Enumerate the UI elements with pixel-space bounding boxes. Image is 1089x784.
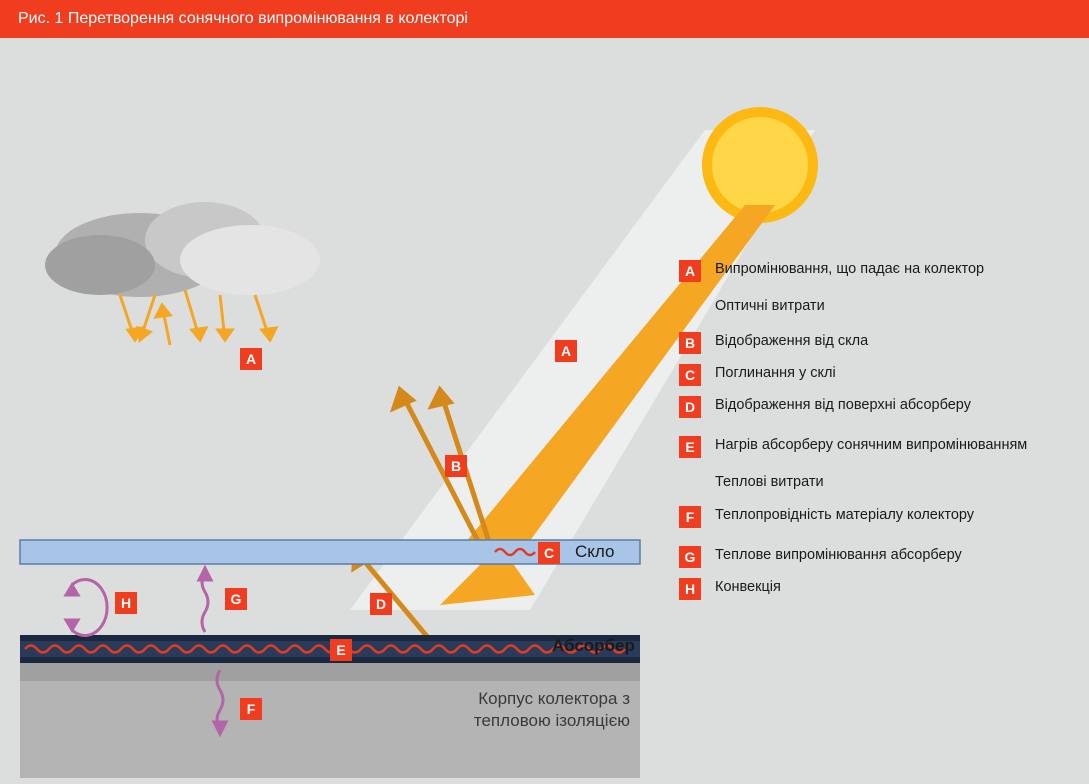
casing-label-2: тепловою ізоляцією xyxy=(430,710,630,732)
legend-marker-a: A xyxy=(679,260,701,282)
legend-text-g: Теплове випромінювання абсорберу xyxy=(715,546,962,566)
marker-d: D xyxy=(370,593,392,615)
cloud xyxy=(45,202,320,297)
legend-text-c: Поглинання у склі xyxy=(715,364,836,384)
legend-text-e: Нагрів абсорберу сонячним випромінювання… xyxy=(715,436,1027,456)
marker-c: C xyxy=(538,542,560,564)
legend-text-d: Відображення від поверхні абсорберу xyxy=(715,396,971,416)
legend-text-b: Відображення від скла xyxy=(715,332,868,352)
marker-a-sun: A xyxy=(555,340,577,362)
legend-text-a: Випромінювання, що падає на колектор xyxy=(715,260,984,280)
legend-marker-g: G xyxy=(679,546,701,568)
legend-text-f: Теплопровідність матеріалу колектору xyxy=(715,506,974,526)
absorber-label: Абсорбер xyxy=(552,636,635,656)
legend-text-h: Конвекція xyxy=(715,578,781,598)
marker-g: G xyxy=(225,588,247,610)
legend-subhead-optical: Оптичні витрати xyxy=(715,298,1059,314)
marker-e: E xyxy=(330,639,352,661)
casing-top xyxy=(20,663,640,681)
marker-b: B xyxy=(445,455,467,477)
legend-marker-d: D xyxy=(679,396,701,418)
legend-marker-e: E xyxy=(679,436,701,458)
legend-marker-c: C xyxy=(679,364,701,386)
convection-arrows xyxy=(66,580,107,636)
legend-marker-b: B xyxy=(679,332,701,354)
thermal-radiation-arrow xyxy=(199,568,211,632)
marker-a-cloud: A xyxy=(240,348,262,370)
casing-label-1: Корпус колектора з xyxy=(430,688,630,710)
sun-inner xyxy=(712,117,808,213)
legend-marker-h: H xyxy=(679,578,701,600)
marker-h: H xyxy=(115,592,137,614)
legend-marker-f: F xyxy=(679,506,701,528)
glass-label: Скло xyxy=(575,542,614,562)
legend: A Випромінювання, що падає на колектор О… xyxy=(679,260,1059,610)
marker-f: F xyxy=(240,698,262,720)
legend-subhead-thermal: Теплові витрати xyxy=(715,474,1059,490)
figure-title: Рис. 1 Перетворення сонячного випромінюв… xyxy=(0,0,1089,38)
diffuse-radiation-arrows xyxy=(120,290,276,345)
